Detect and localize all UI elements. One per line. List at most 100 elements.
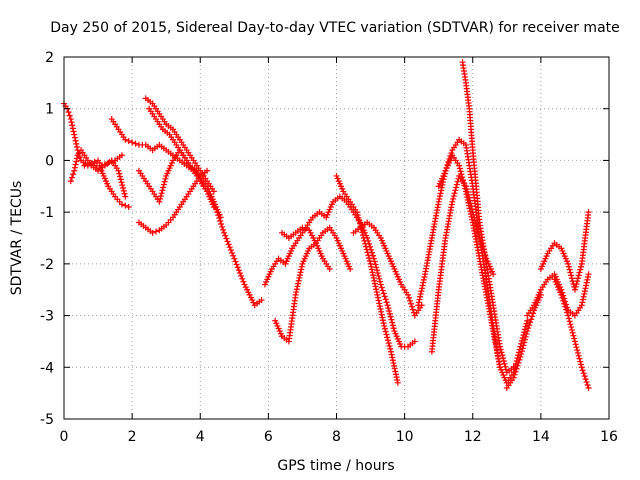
track-marker [72,161,79,168]
track-marker [164,129,171,136]
track-marker [571,335,578,342]
track-marker [84,161,91,168]
x-tick-label: 4 [196,429,205,445]
track-marker [382,296,389,303]
track-marker [376,303,383,310]
track-marker [355,226,362,233]
data-point [571,338,578,345]
track-marker [387,313,394,320]
track-marker [294,283,301,290]
track-marker [568,272,575,279]
track-marker [560,297,567,304]
track-marker [371,280,378,287]
track-marker [574,349,581,356]
x-tick-label: 16 [600,429,618,445]
track-marker [460,179,467,186]
track-marker [543,253,550,260]
data-markers [61,59,592,391]
track-marker [202,175,209,182]
track-marker [581,288,588,295]
track-marker [469,144,476,151]
track-marker [364,249,371,256]
track-marker [521,339,528,346]
track-marker [121,190,128,197]
track-marker [438,184,445,191]
track-marker [91,158,98,165]
data-point [129,139,136,146]
track-marker [464,196,471,203]
track-marker [417,293,424,300]
data-point [517,353,524,360]
track-marker [321,212,328,219]
y-tick-label: 1 [45,102,54,118]
track-marker [482,289,489,296]
track-marker [577,263,584,270]
series-track-5 [142,95,217,195]
track-marker [549,272,556,279]
track-marker [147,98,154,105]
track-marker [368,266,375,273]
track-marker [157,195,164,202]
track-marker [290,231,297,238]
track-marker [415,299,422,306]
track-marker [384,334,391,341]
track-marker [419,282,426,289]
track-marker [366,257,373,264]
track-marker [394,376,401,383]
track-marker [113,165,120,172]
track-marker [295,277,302,284]
track-marker [161,118,168,125]
track-marker [467,208,474,215]
track-marker [72,137,79,144]
track-marker [68,174,75,181]
x-tick-label: 0 [60,429,69,445]
track-marker [70,171,77,178]
track-marker [154,108,161,115]
track-marker [456,165,463,172]
track-marker [574,278,581,285]
track-marker [515,359,522,366]
track-marker [117,176,124,183]
track-marker [585,212,592,219]
track-marker [574,347,581,354]
track-marker [511,371,518,378]
track-marker [514,362,521,369]
track-marker [66,112,73,119]
series-track-16 [459,59,517,376]
series-track-8 [135,147,217,210]
track-marker [519,345,526,352]
track-marker [420,276,427,283]
track-marker [73,143,80,150]
track-marker [464,194,471,201]
track-marker [436,195,443,202]
track-marker [288,247,295,254]
series-track-7 [135,167,211,236]
track-marker [521,336,528,343]
x-tick-label: 10 [396,429,414,445]
track-marker [468,213,475,220]
x-tick-label: 12 [464,429,482,445]
track-marker [463,191,470,198]
data-point [367,260,374,267]
track-marker [518,348,525,355]
track-marker [217,218,224,225]
track-marker [390,263,397,270]
data-point [122,193,129,200]
track-marker [403,289,410,296]
track-marker [383,247,390,254]
track-marker [224,238,231,245]
data-point [415,302,422,309]
track-marker [125,138,132,145]
track-marker [573,280,580,287]
track-marker [451,190,458,197]
track-marker [160,223,167,230]
track-marker [297,226,304,233]
track-marker [151,113,158,120]
track-marker [96,160,103,167]
data-point [71,167,78,174]
track-marker [380,320,387,327]
track-marker [569,310,576,317]
track-marker [318,232,325,239]
track-marker [120,185,127,192]
